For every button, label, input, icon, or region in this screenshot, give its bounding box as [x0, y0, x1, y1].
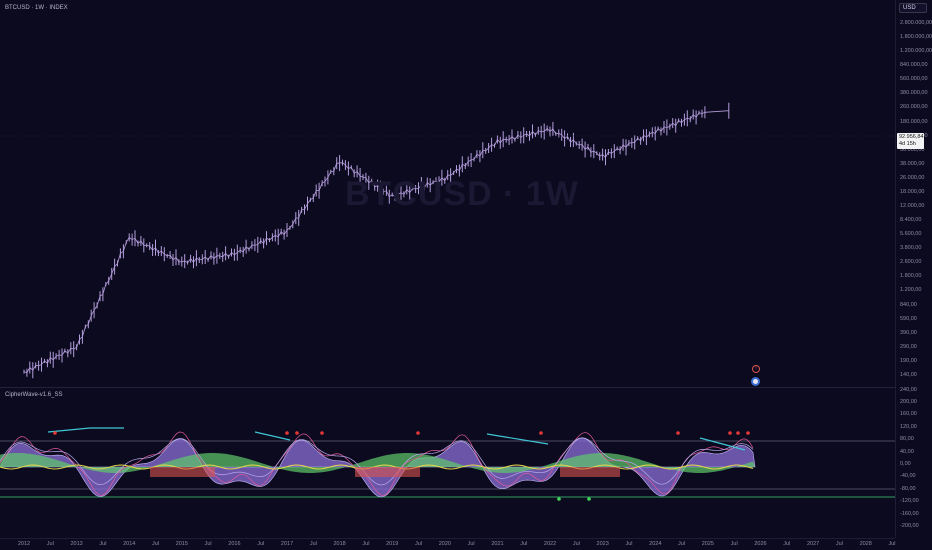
sell-signal-dot: [728, 431, 732, 435]
symbol-watermark: BTCUSD · 1W: [345, 175, 579, 213]
time-axis-label: 2012: [17, 541, 31, 547]
time-axis-label: Jul: [783, 541, 791, 547]
money-flow-negative: [150, 467, 215, 477]
time-axis-label: Jul: [99, 541, 107, 547]
time-axis-label: 2025: [701, 541, 714, 547]
time-axis-label: 2014: [123, 541, 136, 547]
sell-signal-dot: [320, 431, 324, 435]
sell-signal-dot: [285, 431, 289, 435]
divergence-line: [699, 437, 746, 451]
time-axis-label: 2015: [175, 541, 188, 547]
time-axis-label: Jul: [257, 541, 265, 547]
time-axis-label: Jul: [520, 541, 528, 547]
time-axis-label: Jul: [835, 541, 843, 547]
sell-signal-dot: [736, 431, 740, 435]
time-axis-label: 2019: [386, 541, 399, 547]
divergence-line: [254, 431, 291, 441]
currency-button[interactable]: USD: [899, 3, 927, 13]
time-axis-label: 2017: [280, 541, 294, 547]
indicator-title[interactable]: CipherWave-v1.6_SS: [5, 392, 63, 398]
time-axis-label: Jul: [204, 541, 212, 547]
time-axis-label: Jul: [151, 541, 160, 547]
yellow-line: [0, 464, 754, 470]
wave-line-2: [0, 437, 754, 486]
currency-label: USD: [903, 5, 916, 11]
price-line: [23, 110, 729, 374]
time-axis-label: 2024: [649, 541, 662, 547]
time-axis-label: Jul: [572, 541, 580, 547]
buy-signal-dot: [587, 497, 591, 501]
time-axis-label: 2016: [228, 541, 241, 547]
time-axis-label: 2026: [754, 541, 767, 547]
time-axis-border: [0, 538, 895, 539]
time-axis-label: 2022: [543, 541, 557, 547]
time-axis-label: Jul: [625, 541, 633, 547]
time-axis-label: Jul: [678, 541, 686, 547]
symbol-title[interactable]: BTCUSD · 1W · INDEX: [5, 5, 68, 11]
pane-separator[interactable]: [0, 387, 895, 388]
sell-signal-dot: [53, 431, 57, 435]
time-axis-label: Jul: [415, 541, 423, 547]
sell-signal-dot: [539, 431, 543, 435]
sell-signal-dot: [416, 431, 420, 435]
time-axis-label: Jul: [46, 541, 54, 547]
last-price-value: 92.956,84: [899, 134, 924, 140]
divergence-line: [486, 433, 549, 445]
time-axis-label: 2028: [859, 541, 872, 547]
time-axis-label: 2023: [596, 541, 609, 547]
time-axis-label: 2021: [491, 541, 504, 547]
time-axis-label: 2013: [70, 541, 83, 547]
sell-signal-dot: [746, 431, 750, 435]
time-axis-label: 2020: [438, 541, 451, 547]
time-axis-label: Jul: [730, 541, 738, 547]
buy-signal-dot: [557, 497, 561, 501]
bar-countdown: 4d 15h: [899, 140, 916, 147]
money-flow-negative: [560, 467, 620, 477]
last-price-tag: 92.956,84 4d 15h: [897, 133, 924, 149]
event-flag-icon[interactable]: !: [752, 365, 760, 373]
time-axis-label: Jul: [309, 541, 317, 547]
time-axis-label: 2018: [333, 541, 346, 547]
time-axis-label: Jul: [888, 541, 896, 547]
sell-signal-dot: [676, 431, 680, 435]
axis-border: [895, 0, 896, 538]
time-axis-label: Jul: [362, 541, 370, 547]
money-flow-area: [0, 453, 755, 473]
time-axis-label: Jul: [467, 541, 475, 547]
time-axis-label: 2027: [806, 541, 820, 547]
money-flow-negative: [355, 467, 420, 477]
wave-line-1: [0, 431, 754, 496]
sell-signal-dot: [295, 431, 299, 435]
dividend-event-icon[interactable]: [751, 377, 760, 386]
